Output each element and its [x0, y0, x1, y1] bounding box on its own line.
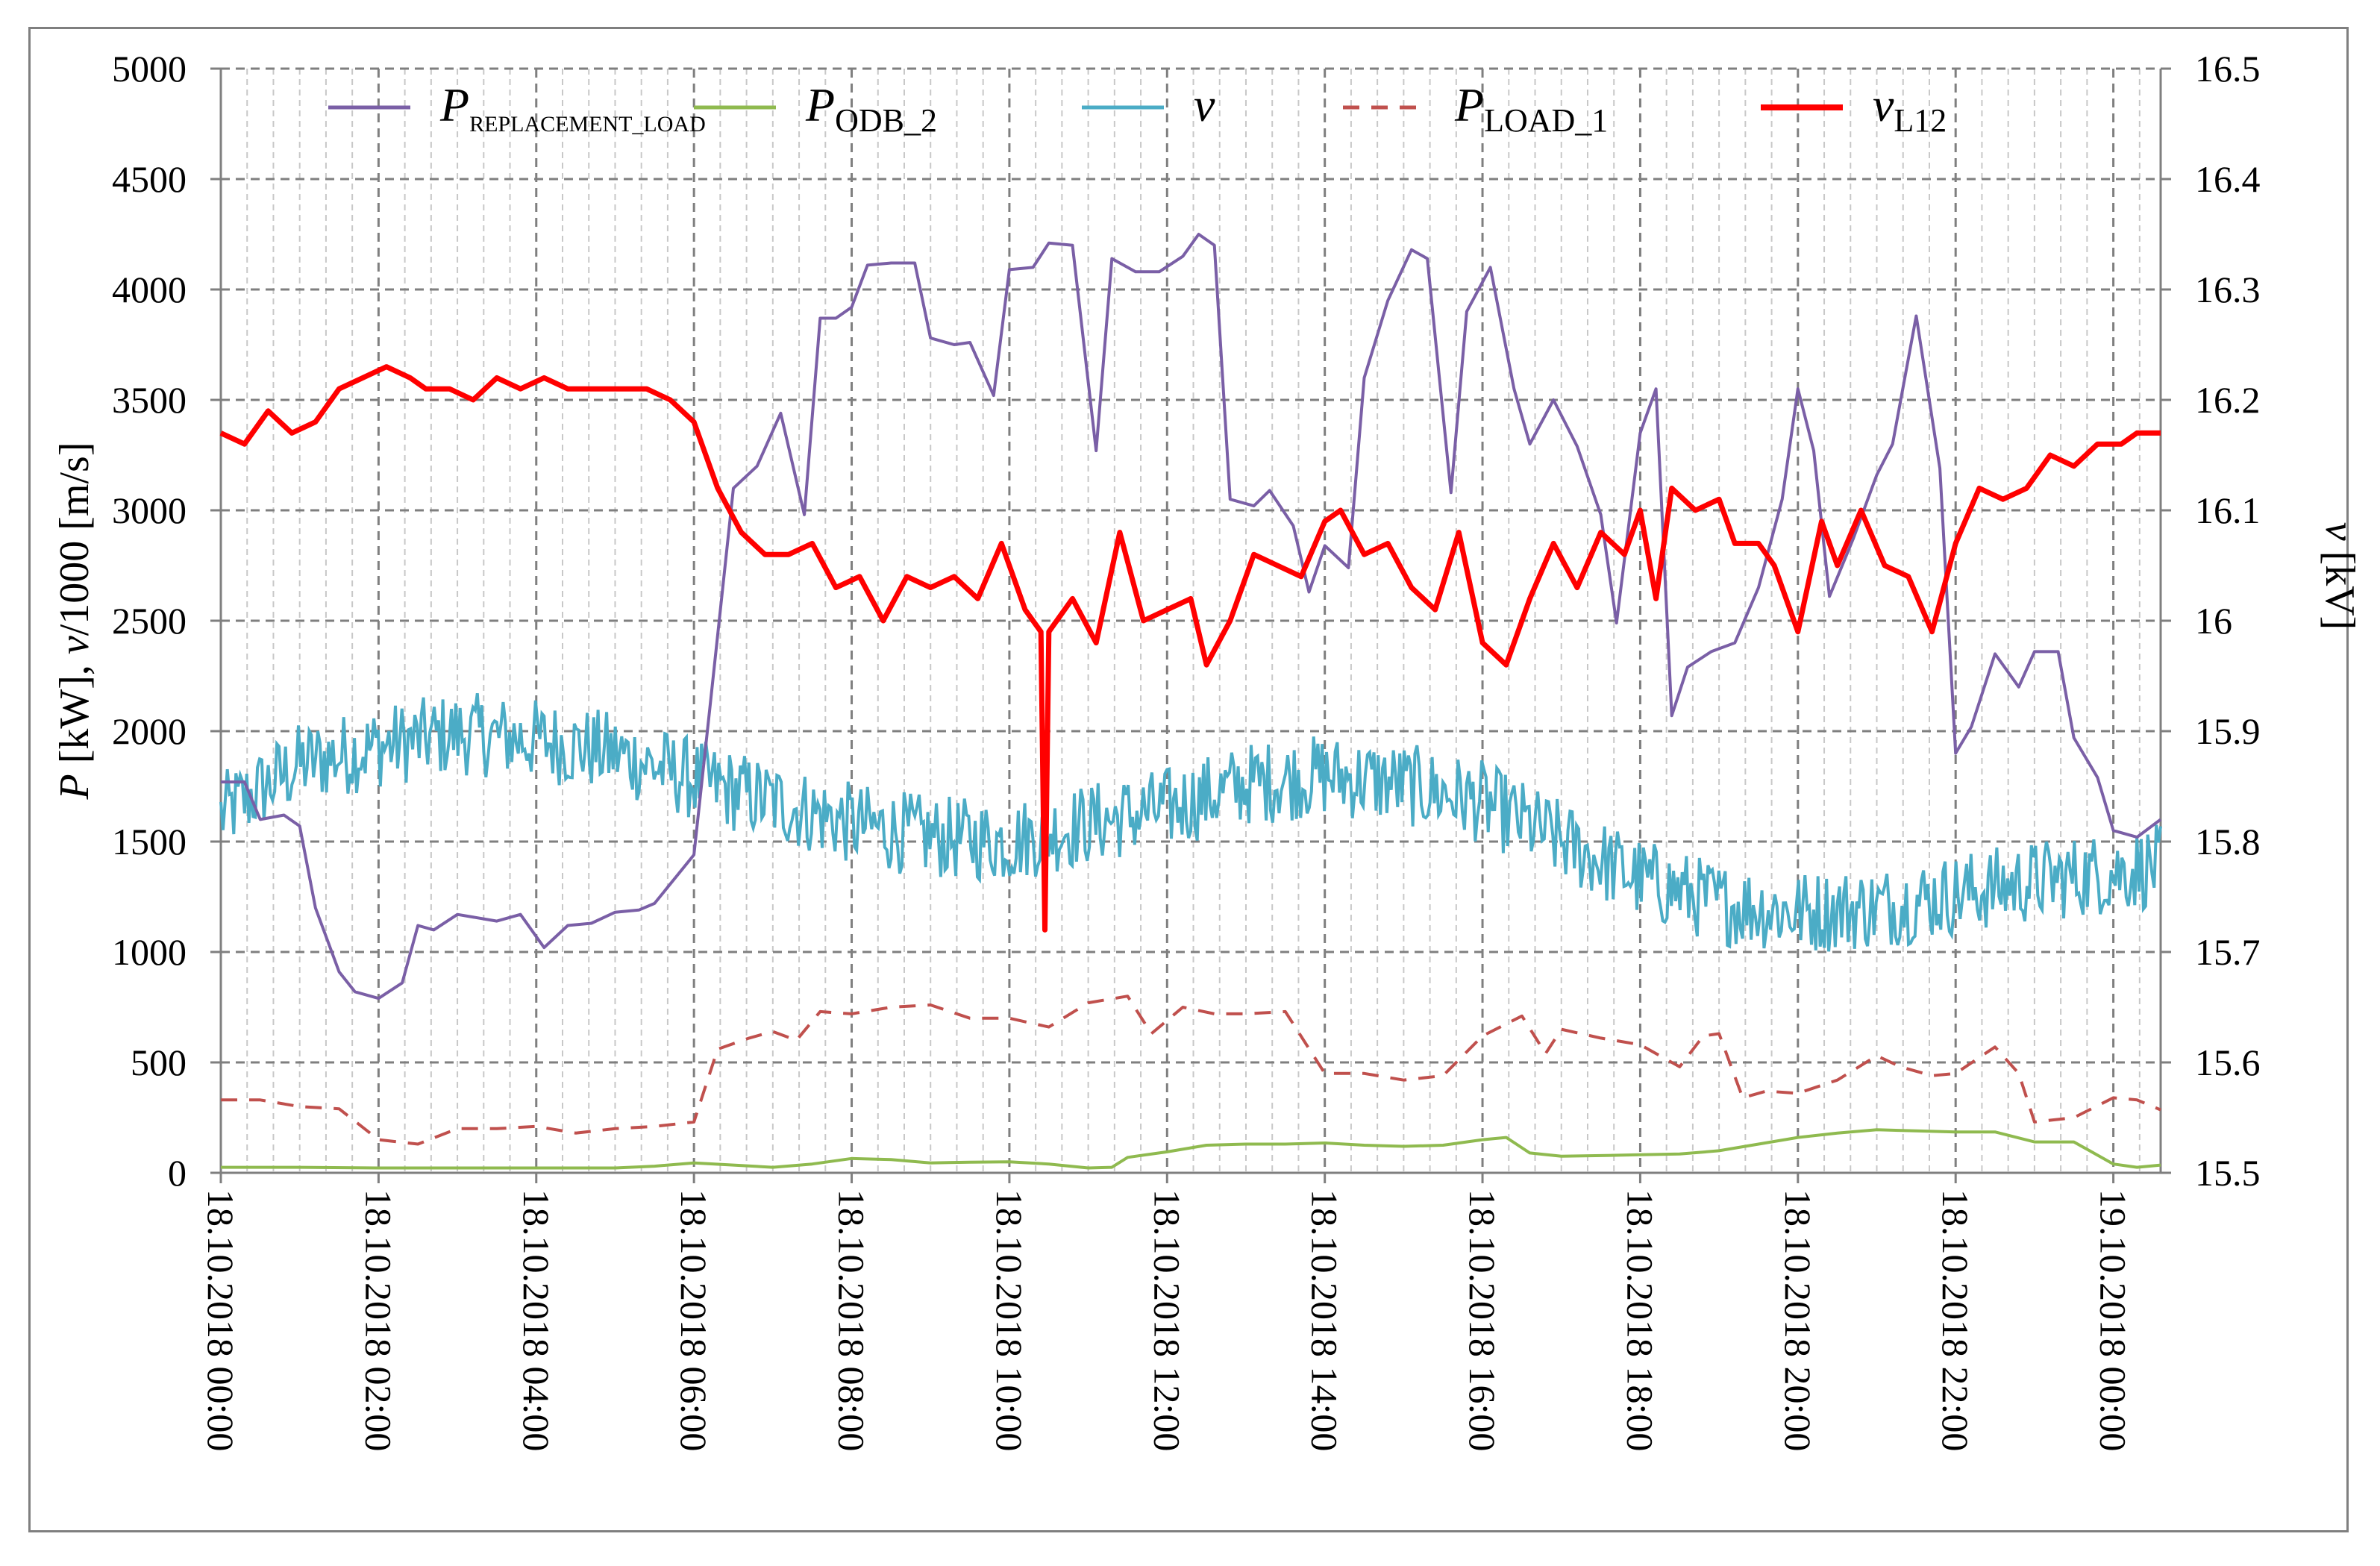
y-right-tick-label: 16.4 [2195, 158, 2261, 200]
x-tick-label: 18.10.2018 10:00 [989, 1189, 1030, 1451]
legend-label-wind: v [1194, 78, 1215, 131]
x-tick-label: 18.10.2018 14:00 [1304, 1189, 1346, 1451]
x-tick-label: 18.10.2018 02:00 [357, 1189, 399, 1451]
x-tick-label: 18.10.2018 00:00 [200, 1189, 242, 1451]
series-line-v-l12 [219, 364, 2161, 933]
y-right-tick-label: 15.6 [2195, 1042, 2261, 1083]
legend-label-odb2: PODB_2 [805, 78, 937, 139]
y-right-tick-label: 16.5 [2195, 48, 2261, 90]
y-left-tick-label: 2500 [112, 600, 187, 642]
series-line-p-load-1 [221, 995, 2161, 1146]
x-tick-label: 18.10.2018 16:00 [1462, 1189, 1503, 1451]
y-left-tick-label: 1000 [112, 931, 187, 973]
y-right-tick-label: 16.2 [2195, 379, 2261, 421]
y-left-axis-title: P [kW], v/1000 [m/s] [51, 442, 98, 801]
y-left-tick-label: 0 [168, 1152, 187, 1194]
series-group [219, 233, 2162, 1170]
y-right-tick-label: 15.9 [2195, 710, 2261, 752]
y-left-tick-label: 2000 [112, 710, 187, 752]
legend-label-load1: PLOAD_1 [1454, 78, 1608, 139]
x-tick-label: 18.10.2018 04:00 [516, 1189, 557, 1451]
series-line-wind [219, 693, 2162, 952]
x-tick-label: 18.10.2018 22:00 [1935, 1189, 1976, 1451]
y-left-tick-label: 3500 [112, 379, 187, 421]
y-right-axis-title: v [kV] [2317, 522, 2363, 630]
y-right-tick-label: 15.7 [2195, 931, 2261, 973]
horizontal-gridlines [221, 67, 2161, 1174]
x-tick-label: 18.10.2018 06:00 [673, 1189, 715, 1451]
x-tick-label: 18.10.2018 08:00 [831, 1189, 873, 1451]
y-left-tick-label: 1500 [112, 821, 187, 862]
x-tick-label: 18.10.2018 20:00 [1777, 1189, 1819, 1451]
legend: PREPLACEMENT_LOAD PODB_2 v PLOAD_1 vL12 [328, 78, 1947, 139]
x-tick-label: 18.10.2018 12:00 [1146, 1189, 1188, 1451]
y-right-tick-label: 15.8 [2195, 821, 2261, 862]
legend-label-vl12: vL12 [1873, 78, 1947, 139]
y-right-tick-label: 16 [2195, 600, 2232, 642]
x-tick-label: 19.10.2018 00:00 [2093, 1189, 2135, 1451]
x-tick-label: 18.10.2018 18:00 [1619, 1189, 1661, 1451]
y-right-tick-label: 16.1 [2195, 489, 2261, 531]
legend-label-replacement: PREPLACEMENT_LOAD [439, 78, 706, 137]
y-left-tick-label: 5000 [112, 48, 187, 90]
chart-frame [28, 27, 2349, 1532]
y-left-tick-label: 3000 [112, 489, 187, 531]
series-line-p-odb-2 [221, 1128, 2161, 1170]
series-line-p-replacement-load [221, 233, 2162, 1000]
y-left-tick-label: 4000 [112, 269, 187, 310]
minor-gridlines [246, 69, 2141, 1173]
y-right-tick-label: 16.3 [2195, 269, 2261, 310]
y-right-tick-label: 15.5 [2195, 1152, 2261, 1194]
y-left-tick-label: 4500 [112, 158, 187, 200]
y-left-tick-label: 500 [131, 1042, 187, 1083]
